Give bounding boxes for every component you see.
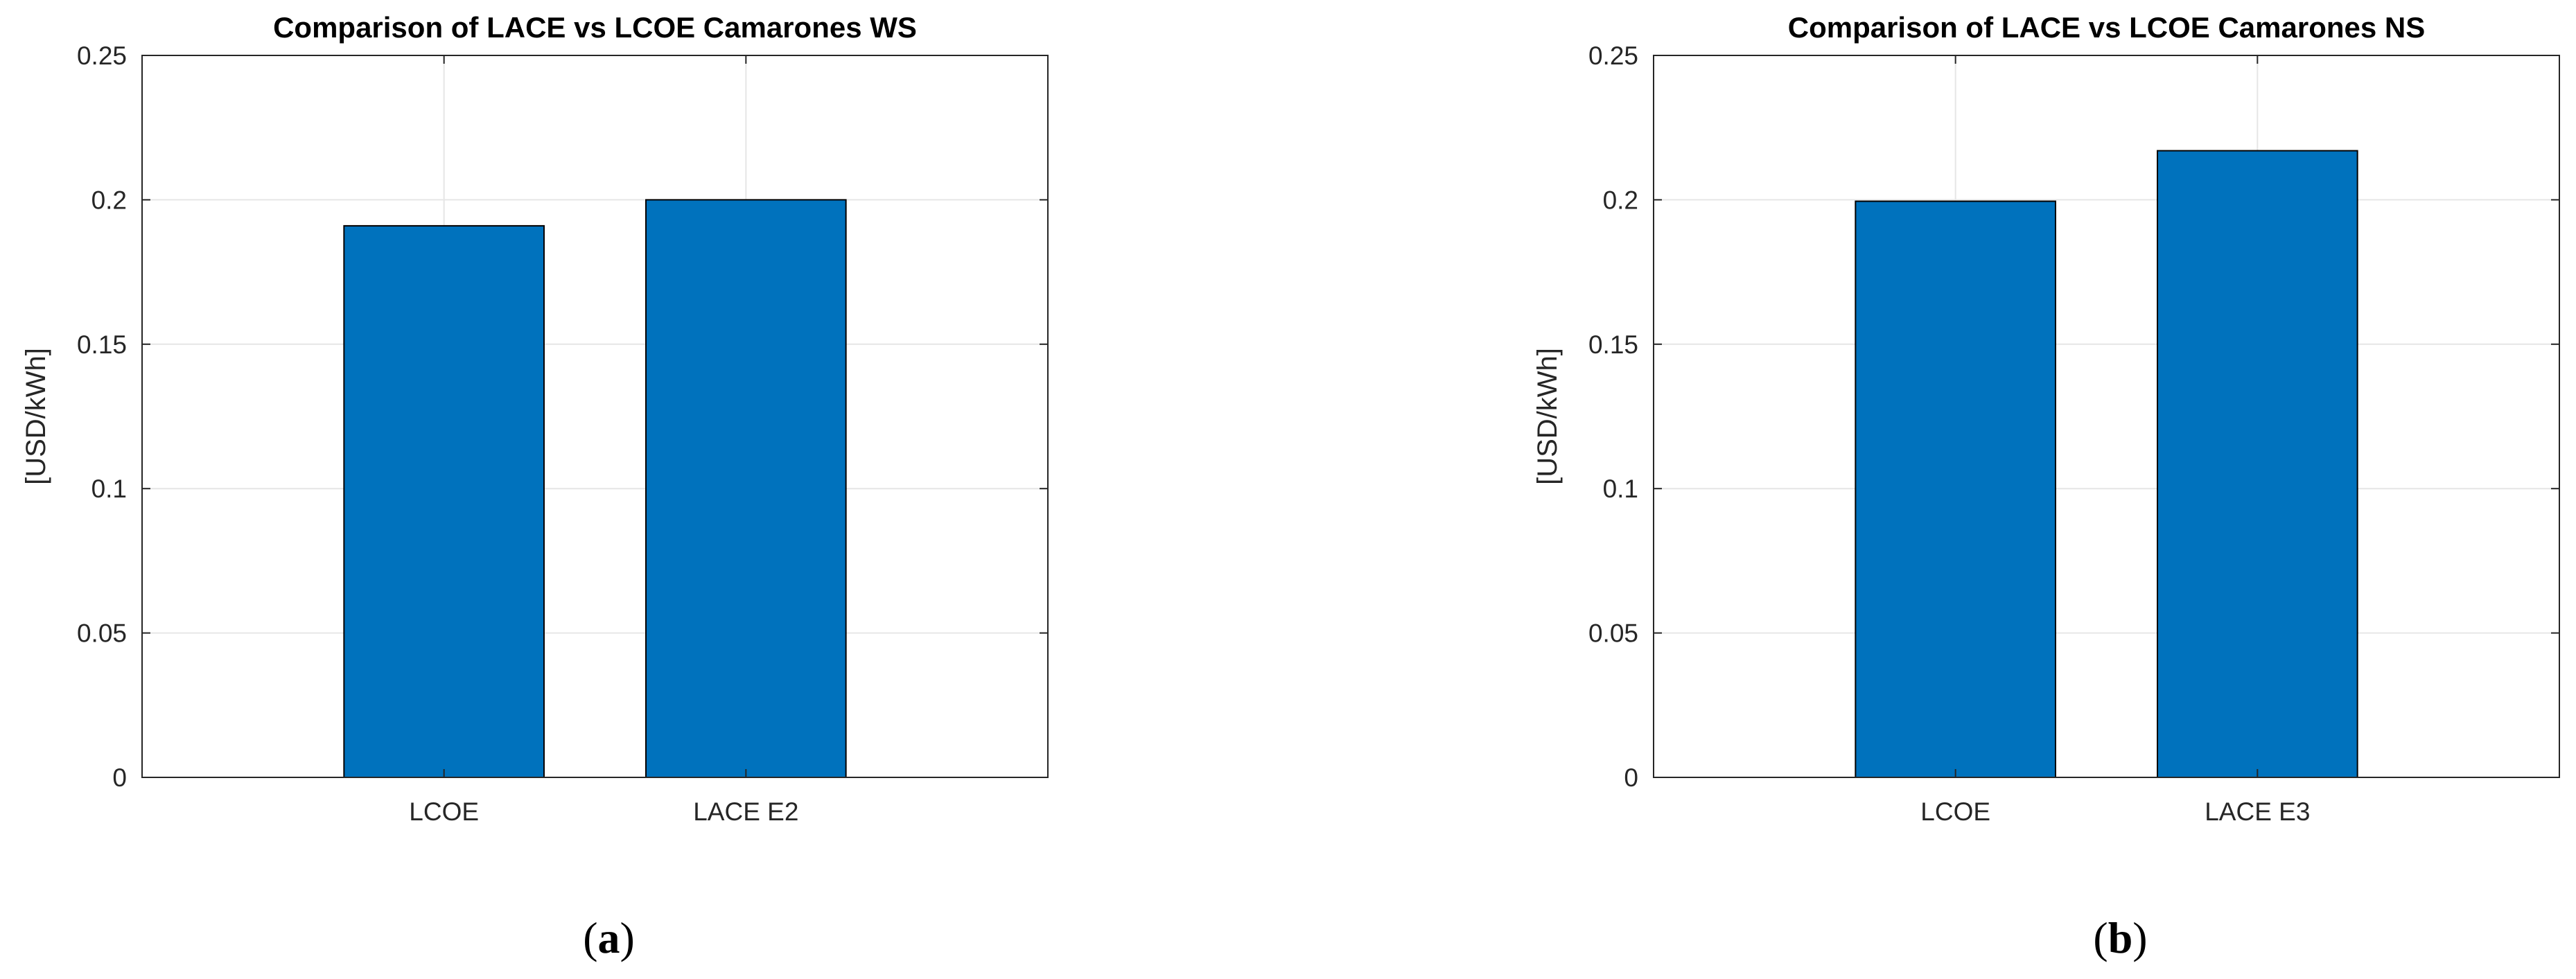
- panel-label-close: ): [2132, 913, 2147, 962]
- chart-title: Comparison of LACE vs LCOE Camarones NS: [1788, 11, 2426, 44]
- axes-box: [141, 55, 1049, 778]
- x-tick-labels: LCOE LACE E3: [1920, 55, 2310, 826]
- plot-area: [142, 55, 1048, 777]
- x-tick-label: LCOE: [1920, 797, 1990, 826]
- bar-lcoe: [343, 224, 545, 778]
- y-tick-label: 0.15: [1588, 330, 1638, 359]
- bar-lace-e2: [645, 199, 847, 778]
- panel-label: (b): [2093, 913, 2147, 962]
- bars: [343, 199, 847, 778]
- x-tick-label: LCOE: [409, 797, 479, 826]
- chart-title: Comparison of LACE vs LCOE Camarones WS: [273, 11, 917, 44]
- chart-panel-b: 0 0.05 0.1 0.15 0.2 0.25 LCOE LACE E3 Comparis…: [1532, 11, 2560, 962]
- axes-box: [1653, 55, 2560, 778]
- bar-lace-e3: [2157, 150, 2358, 778]
- y-axis-label: [USD/kWh]: [21, 348, 51, 485]
- y-tick-label: 0.25: [77, 42, 127, 70]
- y-tick-label: 0.05: [77, 619, 127, 648]
- y-tick-label: 0.2: [91, 186, 127, 214]
- y-tick-label: 0: [112, 764, 127, 792]
- y-tick-label: 0: [1624, 764, 1638, 792]
- x-tick-label: LACE E2: [693, 797, 798, 826]
- y-tick-label: 0.05: [1588, 619, 1638, 648]
- panel-label-open: (: [583, 913, 597, 962]
- y-tick-labels: 0 0.05 0.1 0.15 0.2 0.25: [77, 42, 1048, 792]
- plot-area: [1654, 55, 2559, 777]
- panel-label-letter: b: [2108, 913, 2133, 962]
- x-tick-label: LACE E3: [2205, 797, 2310, 826]
- x-tick-labels: LCOE LACE E2: [409, 55, 798, 826]
- y-tick-label: 0.25: [1588, 42, 1638, 70]
- bar-lcoe: [1855, 200, 2056, 778]
- panel-label-letter: a: [598, 913, 620, 962]
- panel-label-close: ): [620, 913, 635, 962]
- y-tick-label: 0.2: [1603, 186, 1638, 214]
- bars: [1855, 150, 2358, 778]
- y-tick-label: 0.1: [91, 475, 127, 503]
- panel-label: (a): [583, 913, 635, 962]
- y-tick-label: 0.15: [77, 330, 127, 359]
- y-tick-labels: 0 0.05 0.1 0.15 0.2 0.25: [1588, 42, 2559, 792]
- panel-label-open: (: [2093, 913, 2108, 962]
- chart-panel-a: 0 0.05 0.1 0.15 0.2 0.25 LCOE LACE E2 Comparis…: [21, 11, 1049, 962]
- y-tick-label: 0.1: [1603, 475, 1638, 503]
- y-axis-label: [USD/kWh]: [1532, 348, 1563, 485]
